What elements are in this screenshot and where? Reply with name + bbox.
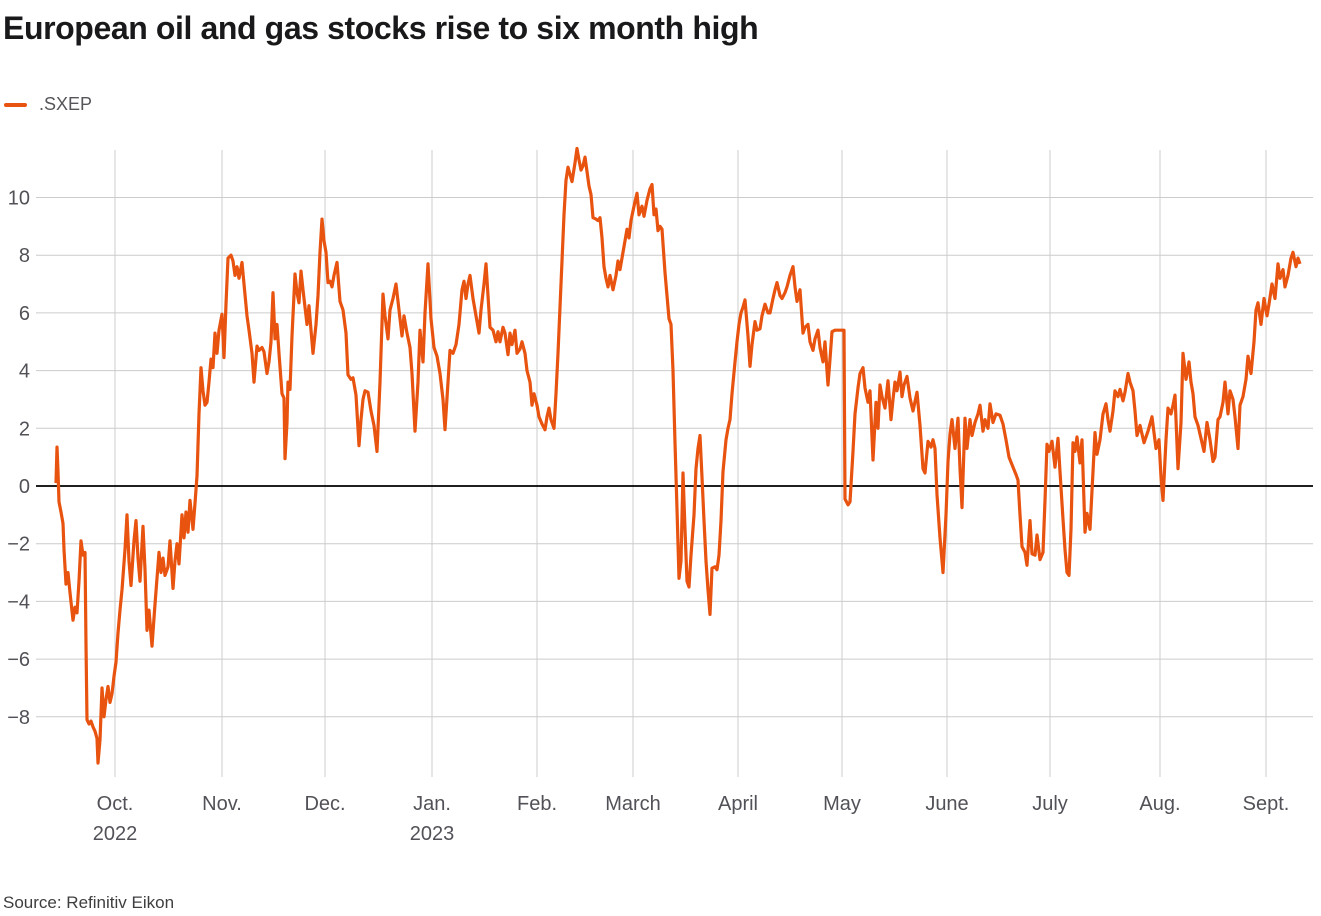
value-gridlines: 10 8 6 4 2 0 −2 −4 −6 −8 [7, 188, 1313, 729]
y-tick-label: −2 [7, 534, 30, 556]
y-tick-label: 8 [19, 245, 30, 267]
source-note: Source: Refinitiv Eikon [3, 893, 175, 912]
x-tick-label: Jan. [413, 793, 451, 815]
y-tick-label: −4 [7, 591, 30, 613]
page-title: European oil and gas stocks rise to six … [3, 10, 759, 46]
y-tick-label: 10 [8, 188, 30, 210]
x-tick-label: Oct. [97, 793, 134, 815]
x-tick-label: Dec. [304, 793, 345, 815]
y-tick-label: −6 [7, 649, 30, 671]
x-tick-label: April [718, 793, 758, 815]
sxep-line [54, 146, 1302, 765]
x-tick-label: Nov. [202, 793, 242, 815]
y-tick-label: 2 [19, 418, 30, 440]
x-tick-label: Aug. [1139, 793, 1180, 815]
legend-line-swatch-icon [4, 102, 27, 107]
y-tick-label: 4 [19, 361, 30, 383]
legend: .SXEP [4, 94, 92, 115]
x-tick-label: July [1032, 793, 1068, 815]
x-tick-label: May [823, 793, 861, 815]
x-tick-label: Sept. [1243, 793, 1290, 815]
x-tick-label: Feb. [517, 793, 557, 815]
legend-series-label: .SXEP [39, 94, 93, 114]
x-axis-labels: Oct. 2022 Nov. Dec. Jan. 2023 Feb. March April Ma… [93, 793, 1290, 845]
y-tick-label: 6 [19, 303, 30, 325]
x-year-label: 2023 [410, 823, 455, 845]
y-tick-label: 0 [19, 476, 30, 498]
x-tick-label: June [925, 793, 968, 815]
x-year-label: 2022 [93, 823, 138, 845]
y-tick-label: −8 [7, 707, 30, 729]
x-tick-label: March [605, 793, 661, 815]
